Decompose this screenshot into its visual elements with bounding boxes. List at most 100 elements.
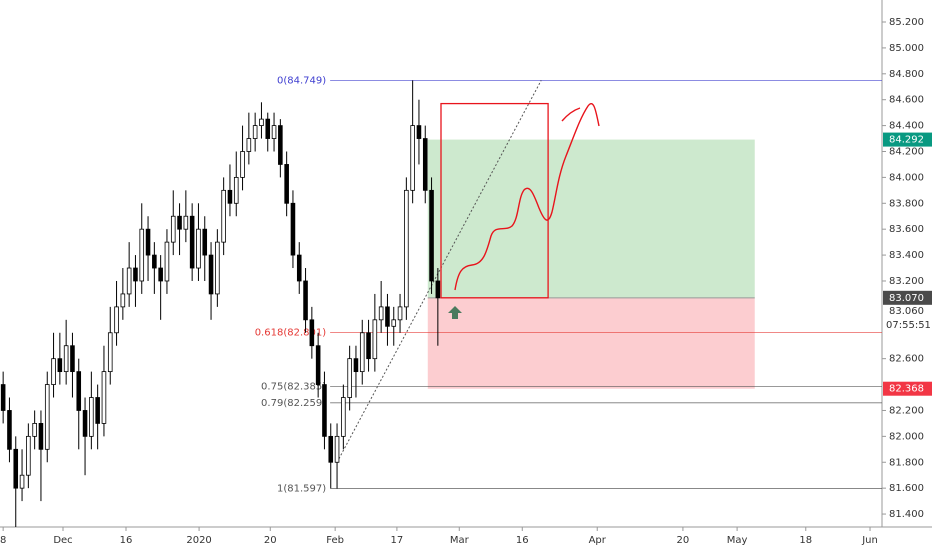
candle-body (240, 151, 245, 178)
x-tick-label: Feb (326, 535, 344, 546)
candle-body (347, 358, 352, 398)
candle-body (391, 319, 397, 327)
drawn-box (440, 102, 549, 299)
candle-body (26, 435, 31, 476)
price-label-bg (883, 132, 932, 147)
candle-body (385, 306, 390, 327)
price-label-bg (883, 381, 932, 396)
candle-body (259, 118, 264, 126)
x-tick-label: 20 (677, 535, 690, 546)
candle-body (221, 189, 226, 243)
candle-body (208, 254, 214, 295)
x-tick-label: Apr (589, 535, 607, 546)
candle-body (334, 435, 340, 463)
candle-body (215, 241, 220, 295)
candle-body (303, 280, 308, 321)
y-tick-label: 84.800 (889, 69, 924, 80)
candle-body (422, 138, 428, 191)
candle-body (429, 189, 434, 282)
price-label: 84.292 (889, 135, 924, 146)
y-tick-label: 81.400 (889, 509, 924, 520)
candle-body (89, 397, 94, 437)
y-tick-label: 83.400 (889, 250, 924, 261)
candle-body (70, 345, 75, 373)
candle-body (145, 228, 151, 256)
fib-label: 0.79(82.259) (261, 398, 326, 409)
candle-body (341, 397, 346, 437)
y-tick-label: 84.600 (889, 95, 924, 106)
price-label-bg (883, 290, 932, 305)
candle-body (372, 319, 378, 360)
candle-body (296, 254, 302, 282)
y-tick-label: 82.000 (889, 431, 924, 442)
candle-body (95, 397, 100, 424)
y-tick-label: 85.200 (889, 17, 924, 28)
price-label: 82.368 (889, 384, 924, 395)
arrow-up (448, 306, 462, 319)
x-tick-label: 2020 (186, 535, 211, 546)
candle-body (227, 189, 233, 204)
y-tick-label: 83.800 (889, 198, 924, 209)
candle-body (233, 176, 239, 204)
y-tick-label: 81.800 (889, 457, 924, 468)
candle-body (177, 215, 182, 230)
candle-body (63, 345, 69, 373)
x-tick-label: 20 (264, 535, 277, 546)
candle-body (164, 241, 170, 282)
candle-body (366, 332, 371, 360)
candle-body (271, 125, 277, 139)
x-tick-label: 16 (120, 535, 133, 546)
x-tick-label: Dec (53, 535, 72, 546)
y-tick-label: 83.600 (889, 224, 924, 235)
stop-zone (427, 297, 755, 389)
fib-label: 0.75(82.385) (261, 382, 326, 393)
candle-body (133, 267, 138, 282)
candle-body (139, 228, 145, 282)
candle-body (309, 319, 315, 347)
price-label: 83.070 (889, 293, 924, 304)
y-tick-label: 81.600 (889, 483, 924, 494)
candle-body (120, 293, 126, 308)
candle-body (158, 267, 163, 282)
candle-body (32, 423, 37, 437)
candle-body (101, 371, 107, 424)
candle-body (57, 358, 63, 373)
x-tick-label: Jun (861, 535, 878, 546)
y-tick-label: 83.200 (889, 276, 924, 287)
candle-body (126, 267, 132, 295)
countdown: 07:55:51 (886, 320, 931, 331)
candle-body (404, 189, 409, 308)
candle-body (44, 384, 50, 450)
candle-body (51, 358, 56, 385)
candle-body (38, 423, 44, 450)
candle-body (278, 125, 283, 165)
y-tick-label: 85.000 (889, 43, 924, 54)
x-tick-label: 18 (799, 535, 812, 546)
candle-body (397, 306, 403, 321)
candle-body (202, 228, 208, 256)
candle-body (76, 371, 82, 411)
candle-body (107, 332, 113, 373)
y-tick-label: 84.400 (889, 121, 924, 132)
trend-line (336, 80, 542, 463)
hand-drawn-path (454, 103, 600, 291)
candle-body (189, 215, 195, 269)
candle-body (170, 215, 176, 243)
y-tick-label: 82.200 (889, 405, 924, 416)
x-tick-label: Mar (450, 535, 470, 546)
fib-label: 0(84.749) (277, 75, 326, 86)
candle-body (322, 384, 327, 437)
candle-body (152, 254, 157, 269)
candle-body (284, 164, 289, 204)
x-tick-label: May (727, 535, 748, 546)
candle-body (290, 202, 296, 256)
candle-body (82, 410, 88, 437)
candle-body (183, 215, 189, 230)
candle-body (410, 125, 415, 191)
candle-body (246, 138, 252, 152)
candle-body (378, 306, 384, 321)
axis-note: 83.060 (889, 306, 924, 317)
y-tick-label: 82.600 (889, 354, 924, 365)
